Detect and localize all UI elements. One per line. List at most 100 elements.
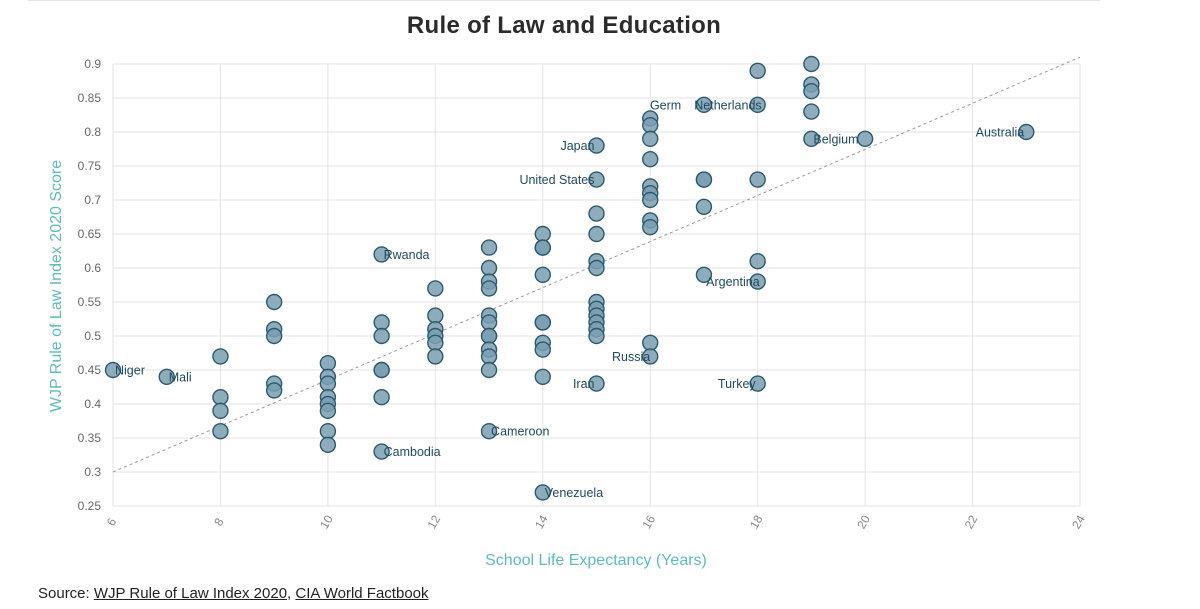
label-layer: Niger Mali Rwanda Cambodia Cameroon Venezuela… — [115, 98, 1024, 500]
data-point — [803, 82, 820, 100]
data-point — [642, 116, 659, 134]
point-label: Niger — [115, 364, 145, 378]
data-point — [695, 171, 713, 188]
data-point — [319, 402, 337, 419]
data-point — [319, 423, 337, 440]
data-point — [642, 218, 659, 236]
source-prefix: Source: — [38, 585, 94, 602]
x-axis-title: School Life Expectancy (Years) — [485, 552, 707, 569]
point-label: Venezuela — [545, 486, 603, 500]
x-tick-label: 6 — [104, 515, 120, 528]
y-tick-label: 0.9 — [84, 57, 101, 71]
data-point — [534, 484, 551, 501]
grid-layer — [112, 63, 1081, 507]
data-point — [319, 355, 337, 372]
point-label: Russia — [612, 350, 650, 364]
data-point — [480, 314, 498, 331]
data-point — [588, 259, 605, 277]
data-point — [695, 266, 713, 283]
data-point — [480, 280, 498, 297]
data-point — [480, 423, 498, 440]
data-point — [803, 55, 820, 73]
data-point — [480, 239, 498, 256]
x-tick-label: 18 — [747, 512, 766, 531]
point-label: Netherlands — [694, 98, 761, 112]
data-point — [534, 225, 551, 243]
y-tick-label: 0.35 — [78, 431, 102, 445]
x-tick-label: 12 — [424, 512, 443, 531]
data-point — [642, 348, 659, 365]
data-point — [803, 103, 820, 120]
data-point — [212, 389, 229, 406]
y-tick-label: 0.75 — [78, 159, 102, 173]
data-point — [265, 327, 283, 345]
data-point — [480, 259, 498, 277]
data-point — [749, 273, 766, 290]
data-point — [588, 225, 605, 243]
data-point — [427, 280, 444, 297]
data-point — [427, 348, 444, 365]
data-point — [373, 246, 390, 263]
x-tick-label: 14 — [532, 512, 551, 531]
data-point — [642, 130, 659, 148]
y-tick-label: 0.85 — [78, 91, 102, 105]
y-tick-label: 0.4 — [84, 397, 101, 411]
chart-title: Rule of Law and Education — [406, 12, 722, 39]
data-point — [1018, 123, 1035, 141]
data-point — [695, 198, 713, 216]
point-label: Belgium — [813, 132, 858, 146]
source-link-wjp[interactable]: WJP Rule of Law Index 2020 — [93, 585, 288, 602]
source-line: Source: WJP Rule of Law Index 2020, CIA … — [38, 585, 429, 602]
point-label: Turkey — [718, 377, 756, 391]
y-axis-title: WJP Rule of Law Index 2020 Score — [48, 160, 65, 412]
y-tick-label: 0.7 — [84, 193, 101, 207]
y-tick-label: 0.65 — [78, 227, 102, 241]
data-point — [856, 130, 874, 148]
x-tick-label: 10 — [317, 512, 336, 531]
x-tick-label: 24 — [1069, 512, 1088, 531]
point-label: Cambodia — [384, 445, 441, 459]
data-point — [534, 314, 551, 331]
data-point — [212, 423, 229, 440]
data-point — [373, 361, 390, 379]
x-tick-label: 22 — [962, 512, 981, 531]
axis-layer: 0.25 0.3 0.35 0.4 0.45 0.5 0.55 0.6 0.65 0.7 0.75 0… — [78, 57, 1088, 531]
y-tick-label: 0.8 — [84, 125, 101, 139]
data-point — [265, 293, 283, 311]
data-point — [319, 436, 337, 453]
source-link-cia[interactable]: CIA World Factbook — [295, 585, 429, 602]
data-point — [212, 402, 229, 419]
data-point — [373, 389, 390, 406]
y-tick-label: 0.5 — [84, 329, 101, 343]
source-separator: , — [287, 585, 296, 602]
data-point — [480, 361, 498, 379]
data-point — [695, 96, 713, 114]
point-label: Japan — [560, 139, 594, 153]
point-layer — [104, 55, 1035, 501]
data-point — [265, 382, 283, 399]
data-point — [534, 239, 551, 256]
data-point — [373, 443, 390, 460]
y-tick-label: 0.55 — [78, 295, 102, 309]
data-point — [749, 62, 766, 80]
data-point — [588, 205, 605, 222]
y-tick-label: 0.25 — [78, 499, 102, 513]
point-label: United States — [519, 173, 594, 187]
x-tick-label: 16 — [639, 512, 658, 531]
data-point — [104, 361, 122, 379]
data-point — [534, 266, 551, 283]
data-point — [373, 314, 390, 331]
data-point — [427, 307, 444, 324]
point-label: Argentina — [706, 275, 760, 289]
data-point — [803, 130, 820, 148]
data-point — [749, 375, 766, 392]
point-label: Iran — [573, 377, 595, 391]
data-point — [749, 253, 766, 270]
data-point — [642, 334, 659, 351]
data-point — [588, 327, 605, 345]
point-label: Germ — [650, 98, 681, 112]
data-point — [480, 348, 498, 365]
trend-layer — [112, 56, 1081, 473]
data-point — [588, 375, 605, 392]
